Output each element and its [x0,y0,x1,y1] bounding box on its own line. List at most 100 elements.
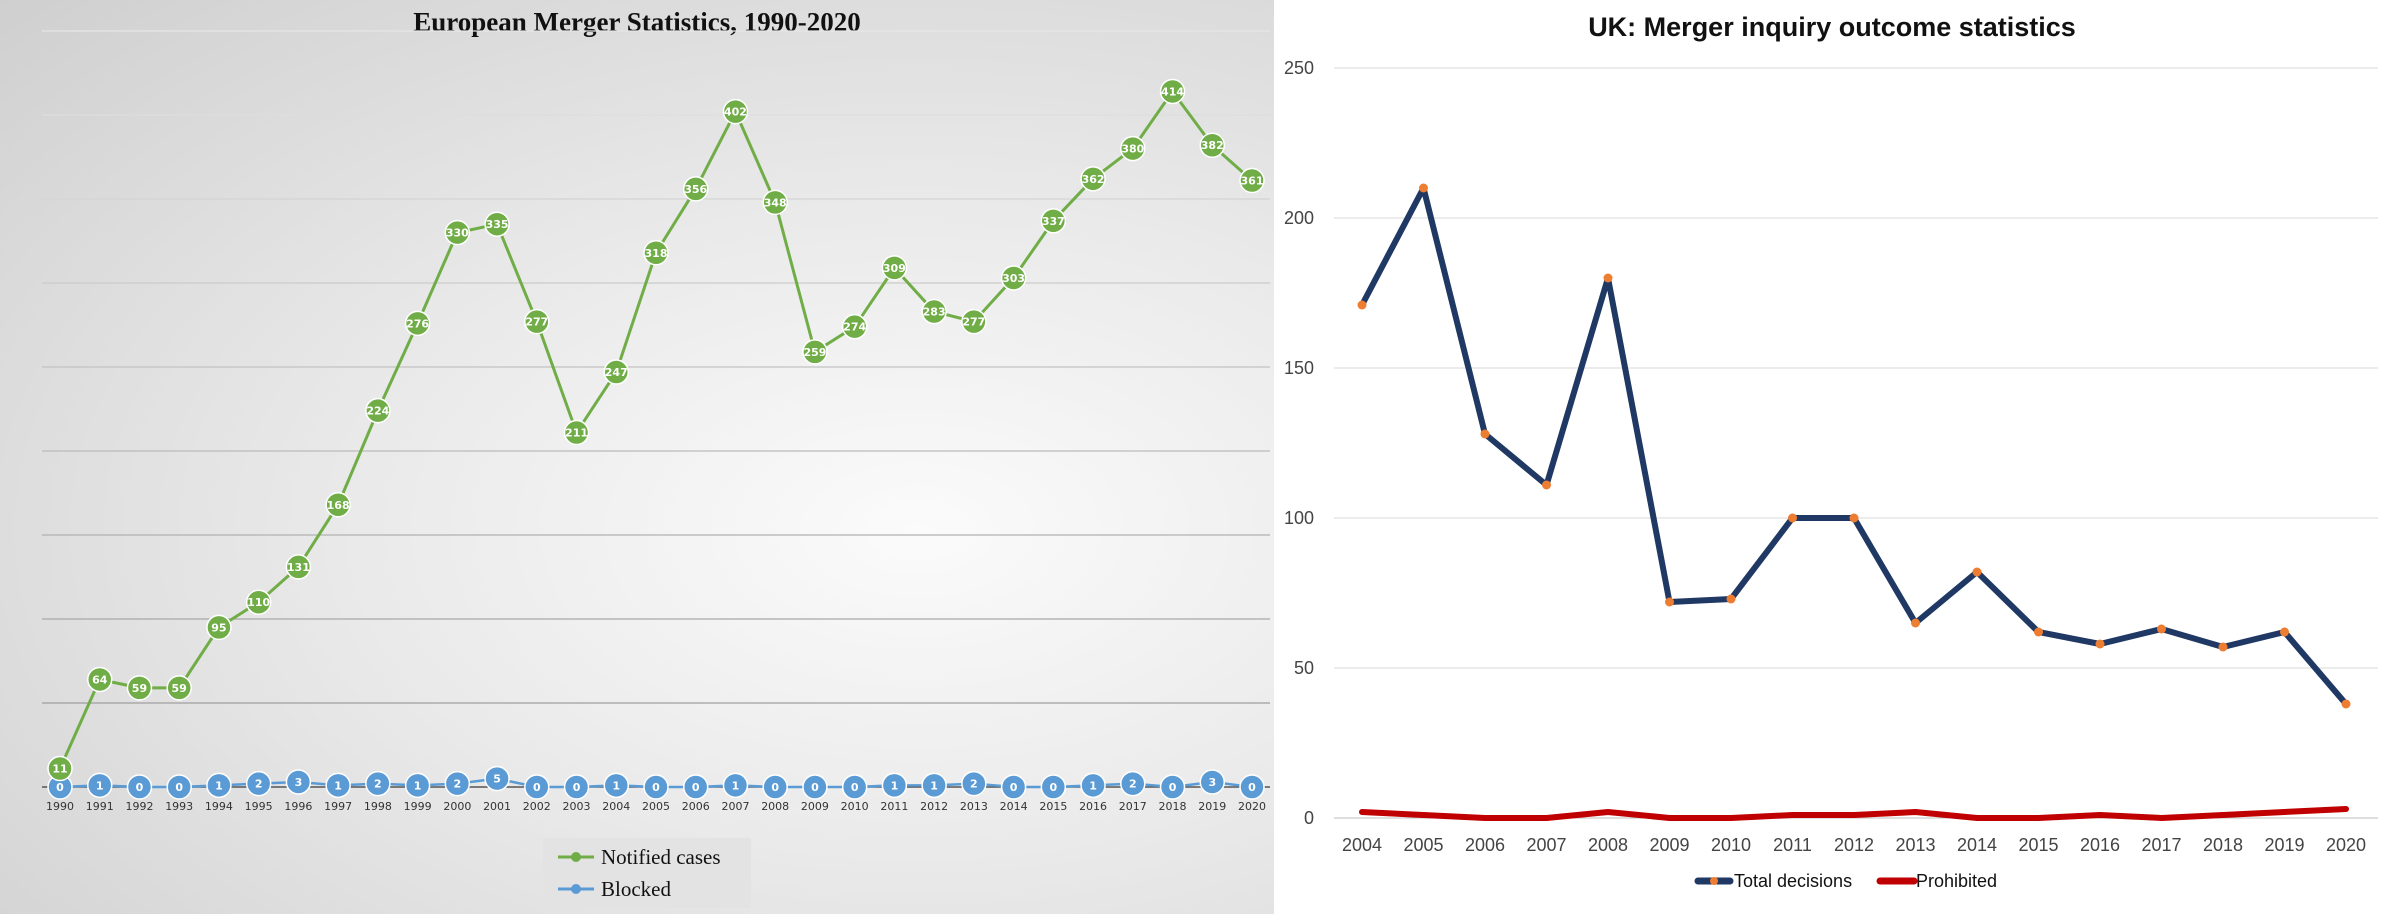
uk-merger-chart: UK: Merger inquiry outcome statistics 0 5… [1284,12,2378,891]
eu-x-tick-label: 2012 [920,800,948,813]
notified-data-point [1040,208,1067,234]
blocked-data-label: 1 [891,779,899,792]
eu-merger-chart: European Merger Statistics, 1990-2020 19… [42,7,1270,908]
notified-data-label: 59 [172,682,187,695]
blocked-data-label: 0 [56,781,64,794]
blocked-data-point [365,770,391,797]
uk-chart-title: UK: Merger inquiry outcome statistics [1588,12,2076,42]
blocked-data-point [166,774,192,800]
notified-data-label: 59 [132,682,147,695]
uk-data-points [1357,183,2351,709]
notified-data-label: 283 [923,306,946,319]
eu-gridlines [42,30,1270,704]
total-decisions-marker [1357,300,1367,310]
notified-data-point [444,219,471,246]
uk-x-tick-label: 2007 [1526,835,1566,855]
total-decisions-marker [1419,183,1428,193]
notified-data-point [841,313,868,340]
notified-data-label: 318 [645,247,668,260]
blocked-data-point [881,772,908,799]
eu-legend: Notified cases Blocked [543,838,751,908]
notified-cases-line [58,89,1253,770]
blocked-data-label: 1 [96,779,104,792]
notified-data-point [126,675,153,701]
uk-y-tick-label: 0 [1304,808,1314,828]
uk-x-axis: 2004 2005 2006 2007 2008 2009 2010 2011 2012 2013… [1342,835,2366,855]
notified-data-label: 131 [287,561,310,574]
notified-data-label: 259 [803,346,826,359]
uk-x-tick-label: 2010 [1711,835,1751,855]
notified-data-point [484,211,510,237]
blocked-data-label: 3 [295,776,303,789]
blocked-data-label: 1 [930,779,938,792]
blocked-data-point [1040,774,1067,800]
notified-data-point [206,614,232,641]
notified-data-label: 309 [883,262,906,275]
blocked-data-label: 0 [1010,781,1018,794]
blocked-data-label: 1 [414,779,422,792]
blocked-data-point [921,772,947,799]
notified-data-label: 348 [764,196,787,209]
uk-gridlines [1334,67,2378,819]
notified-data-point [285,554,312,580]
notified-data-point [643,240,669,266]
blocked-data-point [325,772,351,799]
notified-data-point [802,339,828,365]
total-decisions-marker [2341,699,2351,709]
blocked-data-point [722,772,749,799]
blocked-data-label: 0 [851,781,859,794]
notified-data-point [1239,167,1265,194]
notified-data-point [47,755,73,782]
total-decisions-marker [1911,618,1920,628]
notified-data-point [682,176,709,202]
notified-data-label: 303 [1002,272,1025,285]
eu-x-tick-label: 2001 [483,800,511,813]
notified-data-label: 110 [247,596,270,609]
eu-x-tick-label: 1998 [364,800,392,813]
eu-x-tick-label: 1993 [165,800,193,813]
notified-data-label: 211 [565,427,588,440]
eu-x-tick-label: 2017 [1119,800,1147,813]
notified-data-label: 276 [406,317,429,330]
uk-x-tick-label: 2013 [1895,835,1935,855]
eu-x-tick-label: 2013 [960,800,988,813]
uk-y-tick-label: 150 [1284,358,1314,378]
uk-legend-prohibited-label: Prohibited [1916,871,1997,891]
notified-data-label: 402 [724,106,747,119]
blocked-data-label: 5 [493,773,501,786]
total-decisions-marker [2157,624,2166,634]
blocked-data-label: 1 [215,779,223,792]
notified-data-label: 224 [366,405,389,418]
blocked-data-label: 1 [732,779,740,792]
eu-x-tick-label: 2007 [721,800,749,813]
total-decisions-marker [1542,480,1551,490]
total-decisions-marker [2034,627,2043,637]
blocked-data-point [245,770,272,797]
blocked-data-point [961,770,987,797]
uk-x-tick-label: 2018 [2203,835,2243,855]
blocked-data-label: 0 [1169,781,1177,794]
uk-x-tick-label: 2012 [1834,835,1874,855]
total-decisions-marker [2095,639,2105,649]
blocked-data-label: 0 [692,781,700,794]
blocked-data-label: 2 [970,778,978,791]
total-decisions-marker [1972,567,1982,577]
blocked-data-point [563,774,590,800]
notified-data-point [1080,166,1106,192]
notified-data-label: 168 [327,499,350,512]
blocked-data-label: 1 [1089,779,1097,792]
notified-data-point [603,359,630,385]
eu-x-tick-label: 2004 [602,800,630,813]
uk-x-tick-label: 2005 [1403,835,1443,855]
eu-x-tick-label: 2014 [1000,800,1028,813]
notified-data-point [722,98,749,125]
eu-x-tick-label: 2003 [563,800,591,813]
uk-x-tick-label: 2016 [2080,835,2120,855]
notified-data-label: 11 [52,763,67,776]
eu-x-tick-label: 2005 [642,800,670,813]
notified-data-label: 277 [962,316,985,329]
total-decisions-line [1359,185,2349,707]
eu-x-tick-label: 1995 [245,800,273,813]
blocked-data-label: 2 [1129,778,1137,791]
notified-data-point [86,666,113,693]
